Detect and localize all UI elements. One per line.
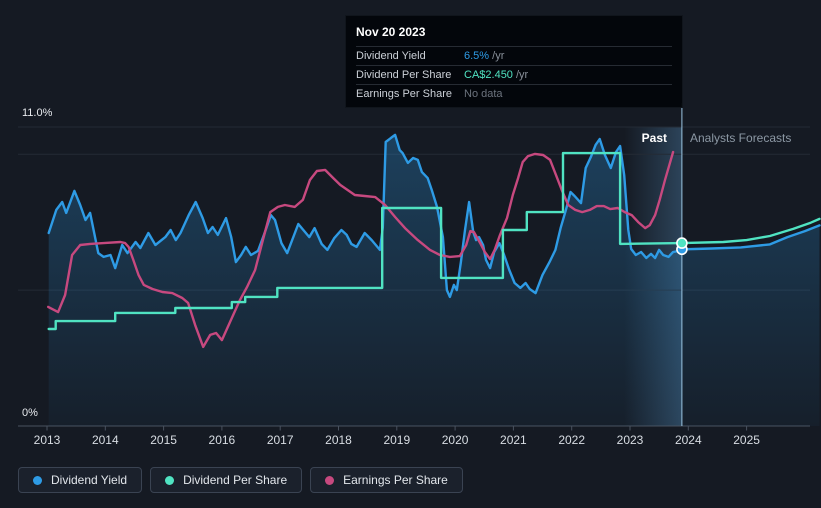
tooltip-row-dividend-per-share: Dividend Per Share CA$2.450 /yr (356, 65, 672, 84)
dividend-yield-area (48, 134, 820, 426)
y-axis-max-label: 11.0% (22, 107, 53, 119)
tooltip-row-earnings-per-share: Earnings Per Share No data (356, 84, 672, 103)
legend-label: Dividend Per Share (183, 473, 288, 487)
dividend-yield-line (47, 133, 821, 299)
marker-dot-dividend-per-share (676, 237, 688, 249)
legend-label: Earnings Per Share (343, 473, 448, 487)
dividend-per-share-line (47, 151, 821, 331)
earnings-per-share-line (47, 150, 675, 349)
dividend-yield-dot-icon (33, 475, 42, 485)
tooltip-date: Nov 20 2023 (356, 25, 426, 39)
legend-item-dividend-yield[interactable]: Dividend Yield (18, 467, 143, 493)
legend-item-earnings-per-share[interactable]: Earnings Per Share (310, 467, 463, 493)
earnings-per-share-dot-icon (325, 475, 335, 485)
tooltip-value: 6.5% /yr (464, 50, 505, 62)
tooltip-value: No data (464, 88, 503, 100)
tooltip-label: Earnings Per Share (356, 88, 452, 100)
legend-label: Dividend Yield (51, 473, 128, 487)
tooltip-value: CA$2.450 /yr (464, 69, 529, 81)
tooltip-row-dividend-yield: Dividend Yield 6.5% /yr (356, 46, 672, 65)
legend-item-dividend-per-share[interactable]: Dividend Per Share (150, 467, 303, 493)
analysts-forecasts-label: Analysts Forecasts (690, 131, 792, 145)
tooltip-label: Dividend Yield (356, 50, 426, 62)
chart-tooltip: Nov 20 2023 Dividend Yield 6.5% /yr Divi… (345, 15, 683, 108)
y-axis-min-label: 0% (22, 407, 38, 419)
tooltip-label: Dividend Per Share (356, 69, 452, 81)
past-label: Past (641, 131, 667, 145)
dividend-per-share-dot-icon (165, 475, 175, 485)
chart-legend: Dividend Yield Dividend Per Share Earnin… (18, 467, 463, 493)
